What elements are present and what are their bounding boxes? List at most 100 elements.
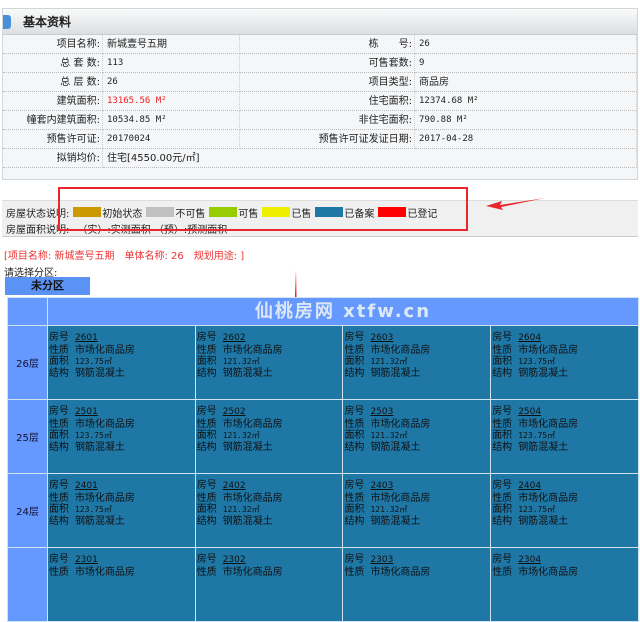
field-label-nature: 性质 [48,566,69,578]
unit-cell[interactable]: 房号 2304 性质 市场化商品房 [490,547,639,622]
unit-area: 121.32㎡ [370,505,408,514]
unit-number-link[interactable]: 2302 [222,555,246,565]
unit-structure: 钢筋混凝土 [74,515,125,527]
field-label-no: 房号 [196,480,217,491]
field-label-nature: 性质 [48,418,69,430]
field-label-area: 面积 [344,504,365,515]
unit-cell[interactable]: 房号 2503 性质 市场化商品房 面积 121.32㎡ 结构 钢筋混凝土 [342,399,492,474]
field-label: 项目名称: [3,35,103,54]
field-label-area: 面积 [196,504,217,515]
legend-item-label: 初始状态 [102,208,143,220]
field-value: 20170024 [103,130,240,149]
field-value: 新城壹号五期 [103,35,240,54]
unit-number-link[interactable]: 2502 [222,407,246,417]
field-label-no: 房号 [344,554,365,565]
floor-label: 25层 [7,399,48,474]
field-label-struct: 结构 [344,515,365,527]
unit-nature: 市场化商品房 [370,566,431,578]
unit-number-link[interactable]: 2501 [74,407,98,417]
field-label-no: 房号 [492,406,513,417]
unit-cell[interactable]: 房号 2603 性质 市场化商品房 面积 121.32㎡ 结构 钢筋混凝土 [342,325,492,400]
select-zone-label: 请选择分区: [4,268,58,279]
field-label-no: 房号 [344,480,365,491]
legend-swatch [378,207,407,217]
floor-row: 25层 房号 2501 性质 市场化商品房 面积 123.75㎡ 结构 钢筋混凝土 房号 2502 性… [7,399,639,474]
header-cell: 仙桃房网 xtfw.cn [46,297,640,326]
project-summary-line: [项目名称: 新城壹号五期 单体名称: 26 规划用途: ] [4,251,245,262]
field-value: 113 [103,54,240,73]
unit-number-link[interactable]: 2402 [222,481,246,491]
floor-row: 24层 房号 2401 性质 市场化商品房 面积 123.75㎡ 结构 钢筋混凝土 房号 2402 性… [7,473,639,548]
field-value: 13165.56 M² [103,92,240,111]
unit-number-link[interactable]: 2403 [370,481,394,491]
field-label-nature: 性质 [492,566,513,578]
field-label-no: 房号 [48,332,69,343]
unit-cell[interactable]: 房号 2501 性质 市场化商品房 面积 123.75㎡ 结构 钢筋混凝土 [46,399,196,474]
field-label-area: 面积 [48,504,69,515]
unit-cell[interactable]: 房号 2604 性质 市场化商品房 面积 123.75㎡ 结构 钢筋混凝土 [490,325,639,400]
unit-structure: 钢筋混凝土 [74,367,125,379]
field-label-nature: 性质 [344,566,365,578]
floor-row: 26层 房号 2601 性质 市场化商品房 面积 123.75㎡ 结构 钢筋混凝土 房号 2602 性… [7,325,639,400]
unit-number-link[interactable]: 2503 [370,407,394,417]
unit-nature: 市场化商品房 [74,418,135,430]
unit-number-link[interactable]: 2604 [518,333,542,343]
unit-structure: 钢筋混凝土 [222,367,273,379]
unit-cell[interactable]: 房号 2502 性质 市场化商品房 面积 121.32㎡ 结构 钢筋混凝土 [194,399,344,474]
unit-cell[interactable]: 房号 2302 性质 市场化商品房 [194,547,344,622]
field-label: 非住宅面积: [240,111,415,130]
legend-swatch [146,207,175,217]
field-value: 商品房 [415,73,637,92]
field-label: 住宅面积: [240,92,415,111]
field-label-no: 房号 [492,554,513,565]
unit-structure: 钢筋混凝土 [74,441,125,453]
field-label-struct: 结构 [196,441,217,453]
legend-swatch [209,207,238,217]
unit-structure: 钢筋混凝土 [518,515,569,527]
panel-title: 基本资料 [23,15,72,29]
unit-area: 123.75㎡ [74,505,112,514]
unit-number-link[interactable]: 2602 [222,333,246,343]
header-cell [7,297,48,326]
unit-cell[interactable]: 房号 2401 性质 市场化商品房 面积 123.75㎡ 结构 钢筋混凝土 [46,473,196,548]
field-label-struct: 结构 [492,441,513,453]
unit-cell[interactable]: 房号 2601 性质 市场化商品房 面积 123.75㎡ 结构 钢筋混凝土 [46,325,196,400]
unit-cell[interactable]: 房号 2403 性质 市场化商品房 面积 121.32㎡ 结构 钢筋混凝土 [342,473,492,548]
unit-nature: 市场化商品房 [74,344,135,356]
unit-cell[interactable]: 房号 2402 性质 市场化商品房 面积 121.32㎡ 结构 钢筋混凝土 [194,473,344,548]
unit-number-link[interactable]: 2303 [370,555,394,565]
unit-number-link[interactable]: 2603 [370,333,394,343]
legend-item-label: 已备案 [344,208,375,220]
unit-number-link[interactable]: 2601 [74,333,98,343]
unit-nature: 市场化商品房 [74,492,135,504]
field-label-no: 房号 [344,406,365,417]
field-label: 预售许可证: [3,130,103,149]
unit-nature: 市场化商品房 [370,418,431,430]
field-label-nature: 性质 [48,492,69,504]
legend-section: 房屋状态说明: 初始状态 不可售 可售 已售 已备案 已登记 房屋面积说明: （实）:实测面积… [2,200,638,237]
field-label-area: 面积 [344,430,365,441]
unit-cell[interactable]: 房号 2602 性质 市场化商品房 面积 121.32㎡ 结构 钢筋混凝土 [194,325,344,400]
unit-area: 123.75㎡ [74,431,112,440]
floor-label [7,547,48,622]
unit-nature: 市场化商品房 [222,344,283,356]
unit-cell[interactable]: 房号 2404 性质 市场化商品房 面积 123.75㎡ 结构 钢筋混凝土 [490,473,639,548]
unit-number-link[interactable]: 2504 [518,407,542,417]
unit-number-link[interactable]: 2301 [74,555,98,565]
unit-cell[interactable]: 房号 2504 性质 市场化商品房 面积 123.75㎡ 结构 钢筋混凝土 [490,399,639,474]
field-label-no: 房号 [196,332,217,343]
unit-number-link[interactable]: 2401 [74,481,98,491]
legend-item-label: 已售 [291,208,312,220]
unit-number-link[interactable]: 2404 [518,481,542,491]
zone-button-unpartitioned[interactable]: 未分区 [5,277,90,295]
unit-nature: 市场化商品房 [222,566,283,578]
field-label: 建筑面积: [3,92,103,111]
field-label-struct: 结构 [48,441,69,453]
unit-cell[interactable]: 房号 2303 性质 市场化商品房 [342,547,492,622]
unit-cell[interactable]: 房号 2301 性质 市场化商品房 [46,547,196,622]
watermark: 仙桃房网 xtfw.cn [254,300,432,322]
legend-swatch [315,207,344,217]
unit-area: 121.32㎡ [370,357,408,366]
unit-number-link[interactable]: 2304 [518,555,542,565]
